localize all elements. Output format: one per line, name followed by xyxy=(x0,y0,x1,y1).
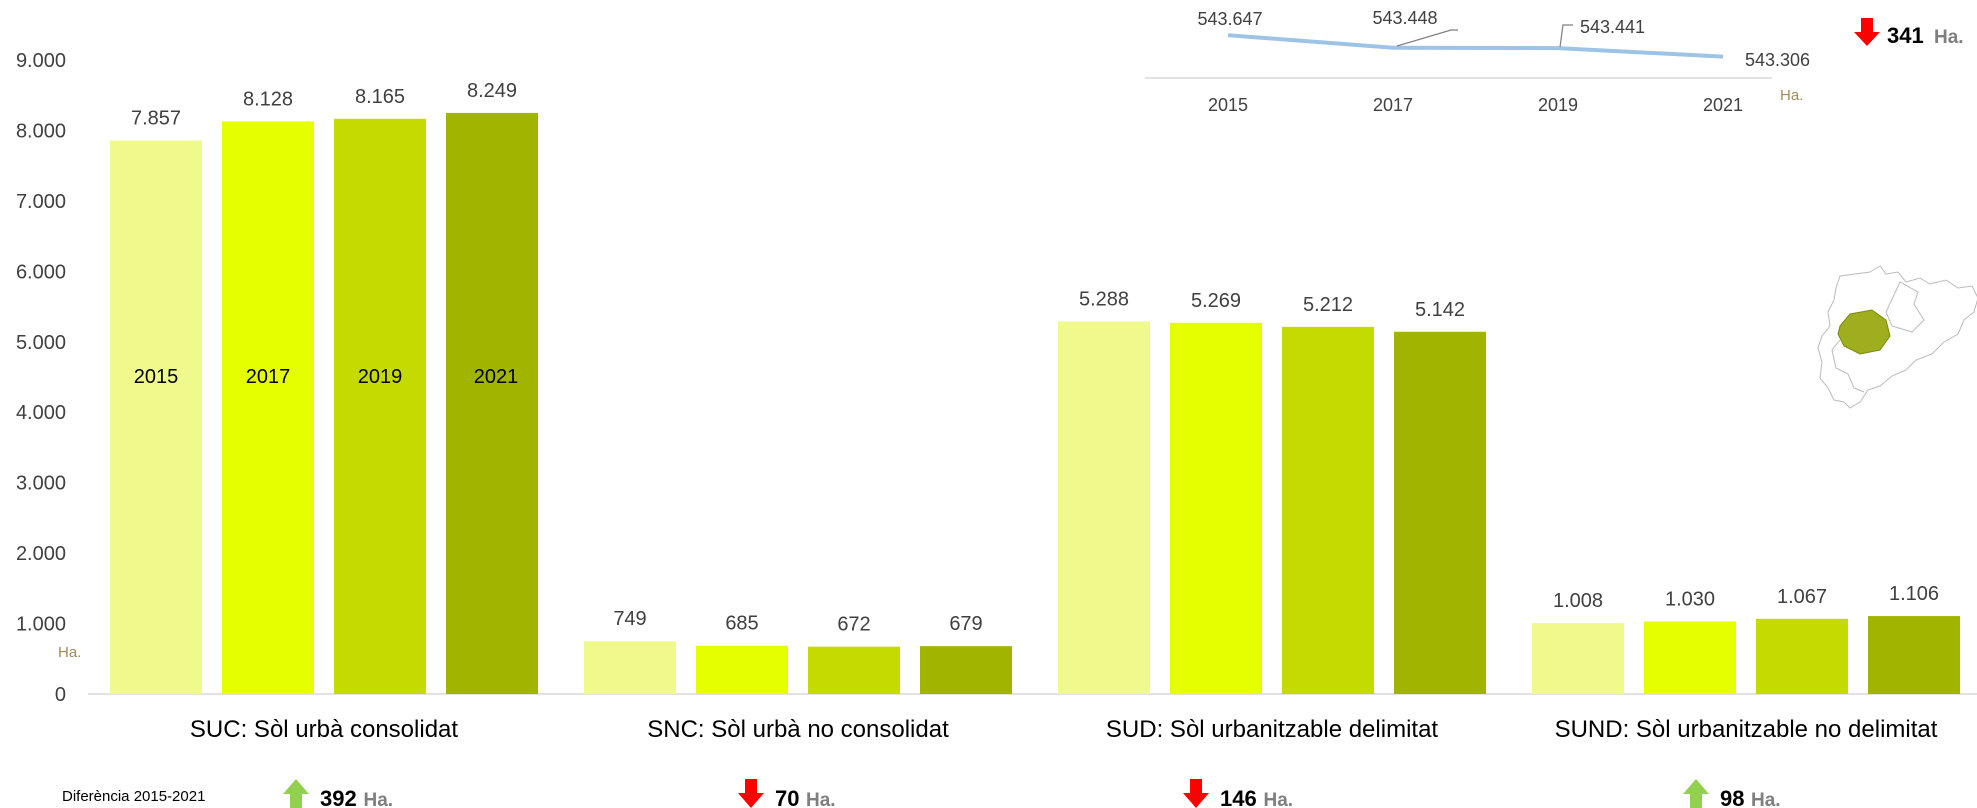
bar-2017 xyxy=(1170,322,1262,694)
bar-2015 xyxy=(110,140,202,694)
bar-value-label: 8.128 xyxy=(243,88,293,110)
arrow-up-icon xyxy=(1683,779,1709,808)
category-label: SNC: Sòl urbà no consolidat xyxy=(647,716,949,743)
region-map xyxy=(1817,265,1977,409)
y-tick-label: 4.000 xyxy=(16,402,66,424)
bar-value-label: 672 xyxy=(837,614,870,636)
bar-value-label: 5.212 xyxy=(1303,294,1353,316)
bar-value-label: 8.249 xyxy=(467,80,517,102)
bar-value-label: 749 xyxy=(613,608,646,630)
y-tick-label: 2.000 xyxy=(16,543,66,565)
bar-2019 xyxy=(808,646,900,694)
y-tick-label: 9.000 xyxy=(16,50,66,72)
diff-value: 98 xyxy=(1720,786,1744,808)
category-label: SUND: Sòl urbanitzable no delimitat xyxy=(1555,716,1938,743)
inset-value-label: 543.448 xyxy=(1372,8,1437,28)
inset-total-diff: 341 Ha. xyxy=(1854,18,1964,48)
legend-label-2021: 2021 xyxy=(474,366,519,388)
bar-2017 xyxy=(1644,621,1736,694)
legend-label-2015: 2015 xyxy=(134,366,179,388)
inset-diff-unit: Ha. xyxy=(1934,27,1964,48)
y-tick-label: 8.000 xyxy=(16,120,66,142)
y-tick-label: 0 xyxy=(55,684,66,706)
bar-series: 7.857 2015 8.128 2017 8.165 2019 8.249 2021 749 6… xyxy=(110,80,1960,695)
y-axis-unit: Ha. xyxy=(58,644,81,661)
bar-value-label: 7.857 xyxy=(131,108,181,130)
inset-line-chart: Ha. 2015 2017 2019 2021 543.647 543.448 543.44… xyxy=(1145,8,1810,115)
category-diffs: 392 Ha. 70 Ha. 146 Ha. 98 Ha. xyxy=(283,779,1781,808)
category-labels: SUC: Sòl urbà consolidat SNC: Sòl urbà no… xyxy=(190,716,1938,743)
inset-x-tick: 2015 xyxy=(1208,95,1248,115)
bar-value-label: 5.288 xyxy=(1079,288,1129,310)
inset-unit: Ha. xyxy=(1780,87,1803,104)
inset-x-tick: 2019 xyxy=(1538,95,1578,115)
bar-value-label: 1.067 xyxy=(1777,586,1827,608)
inset-leader-line xyxy=(1559,24,1573,48)
inset-leader-line xyxy=(1396,29,1458,47)
y-tick-label: 1.000 xyxy=(16,614,66,636)
diff-unit: Ha. xyxy=(806,790,836,808)
bar-2019 xyxy=(1282,326,1374,694)
bar-2019 xyxy=(334,118,426,695)
bar-2015 xyxy=(1058,321,1150,694)
bar-2017 xyxy=(222,121,314,695)
bar-2015 xyxy=(584,641,676,694)
highlighted-region xyxy=(1837,309,1891,355)
region-map-border xyxy=(1831,339,1865,393)
arrow-down-icon xyxy=(1183,779,1209,808)
y-tick-label: 6.000 xyxy=(16,261,66,283)
bar-value-label: 1.106 xyxy=(1889,583,1939,605)
arrow-down-icon xyxy=(738,779,764,808)
inset-diff-value: 341 xyxy=(1887,23,1924,48)
inset-value-label: 543.647 xyxy=(1197,9,1262,29)
diff-value: 70 xyxy=(775,786,799,808)
inset-value-label: 543.441 xyxy=(1580,17,1645,37)
bar-value-label: 1.008 xyxy=(1553,590,1603,612)
bar-value-label: 1.030 xyxy=(1665,588,1715,610)
diff-value: 392 xyxy=(320,786,357,808)
region-map-border xyxy=(1885,281,1925,333)
bar-value-label: 5.142 xyxy=(1415,299,1465,321)
bar-2017 xyxy=(696,645,788,694)
bar-2015 xyxy=(1532,622,1624,694)
inset-series-line xyxy=(1227,33,1724,59)
legend-label-2019: 2019 xyxy=(358,366,403,388)
y-tick-label: 3.000 xyxy=(16,473,66,495)
bar-2019 xyxy=(1756,618,1848,694)
bar-value-label: 5.269 xyxy=(1191,290,1241,312)
y-tick-label: 5.000 xyxy=(16,332,66,354)
inset-value-label: 543.306 xyxy=(1745,50,1810,70)
diff-unit: Ha. xyxy=(364,790,394,808)
bar-value-label: 8.165 xyxy=(355,86,405,108)
diff-unit: Ha. xyxy=(1264,790,1294,808)
arrow-up-icon xyxy=(283,779,309,808)
bar-2021 xyxy=(920,646,1012,694)
inset-x-tick: 2017 xyxy=(1373,95,1413,115)
category-label: SUC: Sòl urbà consolidat xyxy=(190,716,458,743)
bar-value-label: 679 xyxy=(949,613,982,635)
y-axis: 0 1.000 2.000 3.000 4.000 5.000 6.000 7.000 8.00… xyxy=(16,50,66,706)
category-label: SUD: Sòl urbanitzable delimitat xyxy=(1106,716,1438,743)
bar-2021 xyxy=(1868,616,1960,694)
y-tick-label: 7.000 xyxy=(16,191,66,213)
inset-x-tick: 2021 xyxy=(1703,95,1743,115)
diff-unit: Ha. xyxy=(1751,790,1781,808)
bar-2021 xyxy=(1394,331,1486,694)
diff-value: 146 xyxy=(1220,786,1257,808)
region-map-outline xyxy=(1817,265,1977,409)
legend-label-2017: 2017 xyxy=(246,366,291,388)
bar-2021 xyxy=(446,112,538,694)
footer-label: Diferència 2015-2021 xyxy=(62,788,205,805)
bar-value-label: 685 xyxy=(725,613,758,635)
arrow-down-icon xyxy=(1854,18,1880,46)
